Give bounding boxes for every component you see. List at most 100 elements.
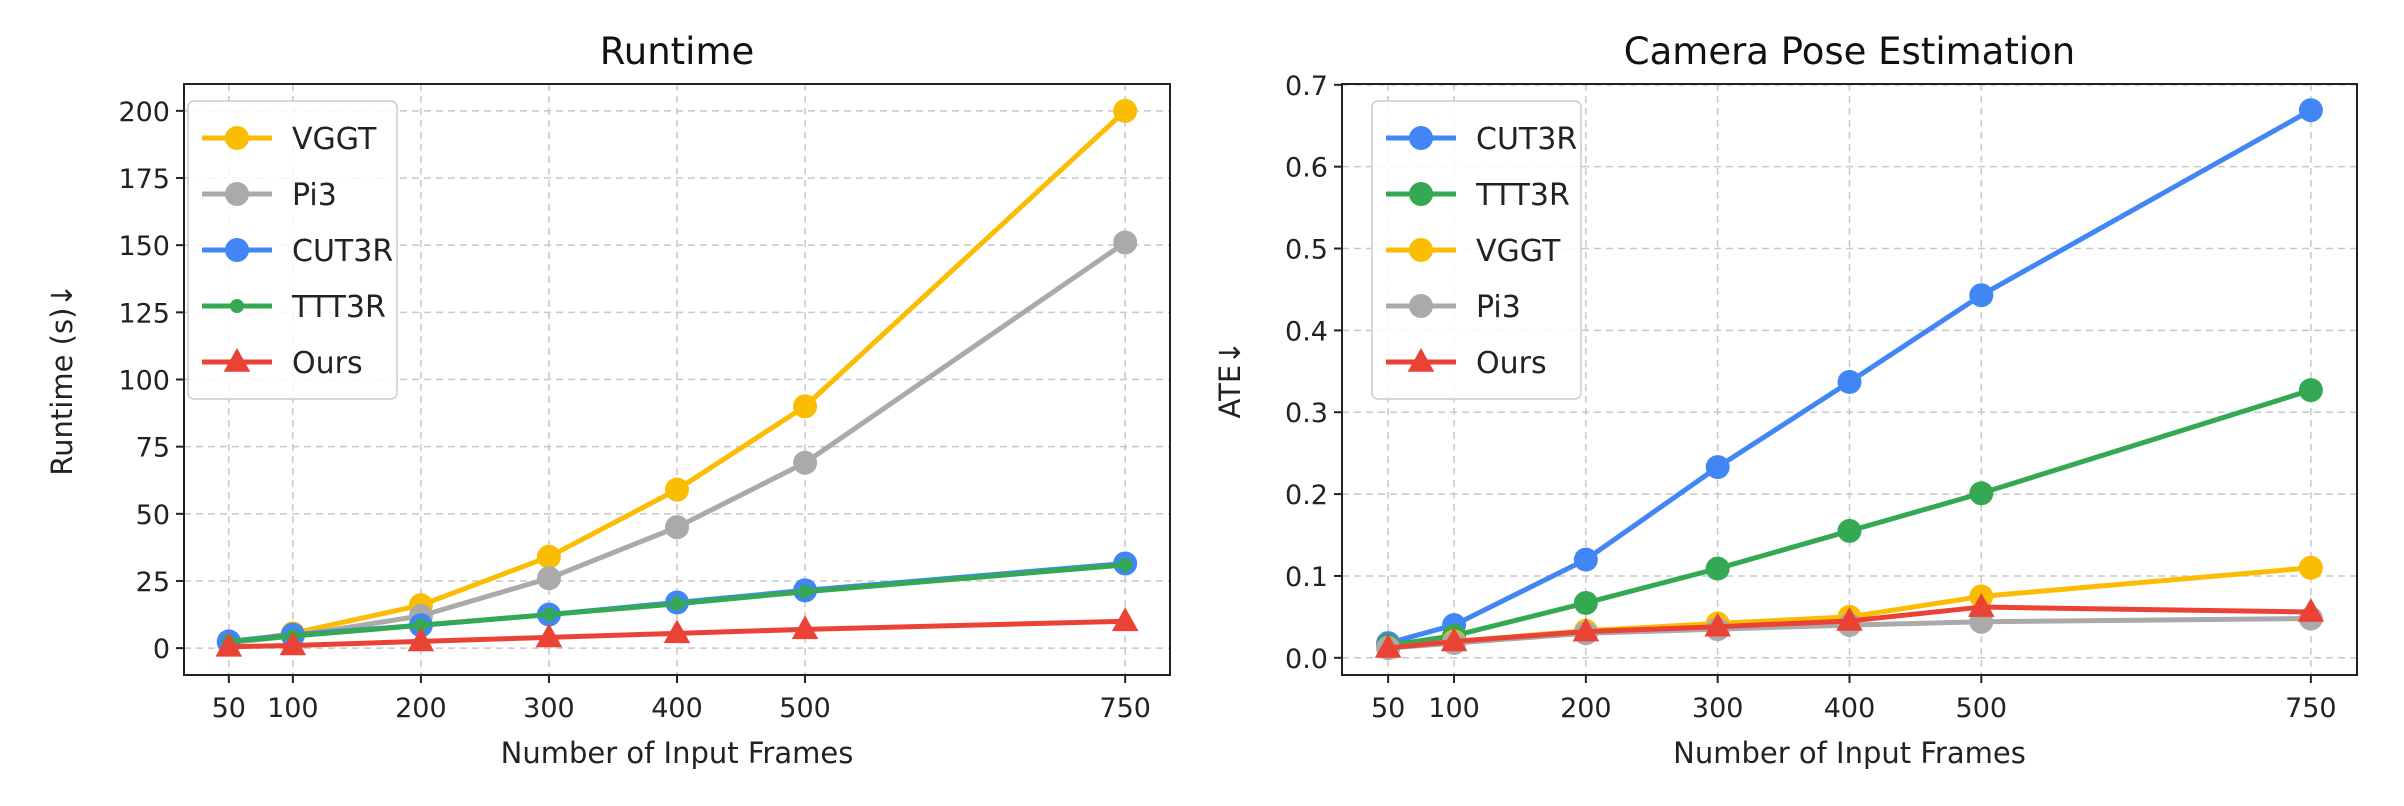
- data-point: [663, 619, 691, 644]
- x-tick-label: 300: [1692, 693, 1744, 724]
- data-point: [1837, 518, 1862, 543]
- y-axis-label: Runtime (s)↓: [45, 283, 79, 475]
- legend-label: TTT3R: [291, 290, 386, 325]
- legend-label: CUT3R: [1476, 122, 1577, 157]
- data-point: [1969, 481, 1994, 506]
- data-point: [793, 394, 818, 419]
- x-tick-label: 50: [1371, 693, 1405, 724]
- data-point: [1440, 627, 1468, 652]
- x-tick-label: 200: [1560, 693, 1612, 724]
- data-point: [1113, 98, 1138, 123]
- x-tick-label: 750: [2285, 693, 2337, 724]
- legend-marker: [225, 182, 249, 206]
- data-point: [798, 584, 813, 599]
- chart-runtime: 50 100 200 300 400 500 750 0 25 50 75 100 125 150 175 2…: [45, 30, 1171, 770]
- data-point: [665, 477, 689, 502]
- legend-item: TTT3R: [202, 290, 386, 325]
- data-point: [791, 615, 819, 640]
- data-point: [1118, 557, 1133, 572]
- y-tick-label: 100: [118, 366, 170, 397]
- y-tick-label: 25: [136, 567, 170, 598]
- y-tick-label: 0.6: [1285, 153, 1328, 184]
- legend-marker: [1409, 126, 1433, 150]
- legend-item: Ours: [1386, 346, 1547, 381]
- series-ttt3r: [1376, 378, 2323, 658]
- legend-item: CUT3R: [202, 234, 393, 269]
- data-point: [1705, 556, 1730, 581]
- data-point: [793, 450, 818, 475]
- chart-camera-pose: 50 100 200 300 400 500 750 0.0 0.1 0.2 0.3 0.4 0.5 0.…: [1213, 30, 2358, 770]
- data-point: [1837, 369, 1862, 394]
- legend-box: [187, 100, 398, 400]
- legend-marker: [1409, 238, 1433, 262]
- data-point: [1113, 230, 1138, 255]
- x-tick-label: 300: [523, 693, 575, 724]
- data-point: [215, 632, 243, 657]
- x-tick-label: 200: [395, 693, 447, 724]
- x-tick-label: 500: [1956, 693, 2008, 724]
- x-tick-label: 50: [212, 693, 246, 724]
- x-tick-label: 100: [1428, 693, 1480, 724]
- legend-item: VGGT: [1386, 234, 1561, 269]
- y-tick-label: 0.4: [1285, 316, 1328, 347]
- y-tick-label: 0.0: [1285, 644, 1328, 675]
- legend-marker: [1409, 294, 1433, 318]
- legend-label: Ours: [1476, 346, 1547, 381]
- legend-item: VGGT: [202, 122, 377, 157]
- chart-title: Camera Pose Estimation: [1624, 30, 2075, 73]
- y-tick-label: 175: [118, 164, 170, 195]
- data-point: [536, 544, 561, 569]
- legend-marker: [230, 299, 244, 313]
- legend: VGGT Pi3 CUT3R TTT3R Ours: [187, 100, 398, 400]
- data-point: [535, 623, 563, 648]
- y-tick-label: 125: [118, 298, 170, 329]
- legend-item: CUT3R: [1386, 122, 1577, 157]
- y-tick-label: 0.1: [1285, 562, 1328, 593]
- y-tick-label: 150: [118, 231, 170, 262]
- legend-label: VGGT: [292, 122, 377, 157]
- y-tick-label: 0.7: [1285, 71, 1328, 102]
- data-point: [1573, 590, 1598, 615]
- legend-item: Pi3: [202, 178, 337, 213]
- legend-marker: [1407, 348, 1435, 372]
- data-point: [2298, 555, 2323, 580]
- data-point: [1111, 607, 1139, 632]
- legend-label: CUT3R: [292, 234, 393, 269]
- x-axis-label: Number of Input Frames: [1673, 736, 2026, 770]
- data-point: [1572, 617, 1600, 642]
- legend-label: Ours: [292, 346, 363, 381]
- legend-label: Pi3: [292, 178, 337, 213]
- legend-label: TTT3R: [1475, 178, 1570, 213]
- y-tick-label: 50: [136, 500, 170, 531]
- x-tick-label: 100: [267, 693, 319, 724]
- data-point: [2298, 378, 2323, 403]
- data-point: [541, 607, 556, 622]
- x-tick-label: 400: [1824, 693, 1876, 724]
- y-tick-label: 0.2: [1285, 480, 1328, 511]
- chart-title: Runtime: [600, 30, 755, 73]
- y-tick-label: 0.5: [1285, 235, 1328, 266]
- legend-label: Pi3: [1476, 290, 1521, 325]
- legend-marker: [225, 238, 249, 262]
- data-point: [1968, 593, 1995, 617]
- data-point: [2297, 597, 2325, 622]
- data-point: [1969, 283, 1994, 308]
- y-tick-label: 0.3: [1285, 398, 1328, 429]
- data-point: [670, 596, 684, 611]
- data-point: [1836, 606, 1863, 631]
- data-point: [2298, 98, 2323, 123]
- legend-box: [1371, 100, 1582, 400]
- x-axis-label: Number of Input Frames: [501, 736, 854, 770]
- data-point: [536, 566, 561, 591]
- x-tick-label: 750: [1099, 693, 1151, 724]
- x-tick-label: 500: [779, 693, 831, 724]
- legend-marker: [225, 126, 249, 150]
- y-axis-label: ATE↓: [1213, 341, 1247, 419]
- series-ours: [1374, 593, 2325, 658]
- data-point: [407, 627, 435, 652]
- legend-item: Ours: [202, 346, 363, 381]
- data-point: [1704, 612, 1731, 637]
- legend-marker: [223, 348, 251, 372]
- data-point: [413, 618, 428, 633]
- y-tick-label: 0: [153, 634, 170, 665]
